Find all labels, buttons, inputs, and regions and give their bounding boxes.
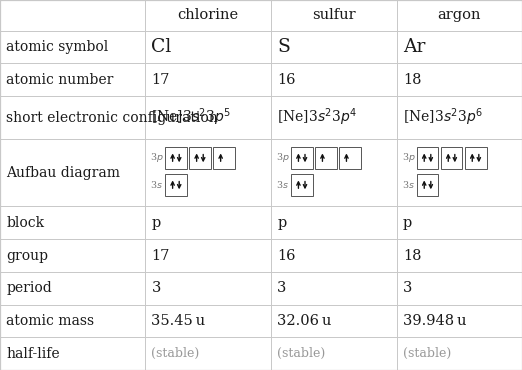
Text: chlorine: chlorine bbox=[177, 9, 239, 22]
Text: 18: 18 bbox=[403, 73, 421, 87]
Text: argon: argon bbox=[437, 9, 481, 22]
Text: 3: 3 bbox=[277, 281, 287, 295]
Text: half-life: half-life bbox=[6, 347, 60, 361]
Text: (stable): (stable) bbox=[403, 347, 451, 360]
Text: Cl: Cl bbox=[151, 38, 172, 56]
Text: sulfur: sulfur bbox=[312, 9, 355, 22]
Bar bbox=[189, 147, 211, 169]
Bar bbox=[441, 147, 462, 169]
Text: 17: 17 bbox=[151, 73, 170, 87]
Text: group: group bbox=[6, 249, 48, 263]
Text: Aufbau diagram: Aufbau diagram bbox=[6, 166, 120, 180]
Text: 3$p$: 3$p$ bbox=[402, 151, 416, 164]
Text: 3: 3 bbox=[151, 281, 161, 295]
Text: 3$p$: 3$p$ bbox=[276, 151, 290, 164]
Text: atomic symbol: atomic symbol bbox=[6, 40, 109, 54]
Bar bbox=[165, 147, 187, 169]
Text: 3$s$: 3$s$ bbox=[402, 179, 415, 191]
Text: [Ne]3$s^2$3$p^4$: [Ne]3$s^2$3$p^4$ bbox=[277, 107, 358, 128]
Text: atomic mass: atomic mass bbox=[6, 314, 94, 328]
Text: S: S bbox=[277, 38, 290, 56]
Text: 17: 17 bbox=[151, 249, 170, 263]
Text: atomic number: atomic number bbox=[6, 73, 114, 87]
Text: 3$s$: 3$s$ bbox=[276, 179, 289, 191]
Bar bbox=[315, 147, 337, 169]
Text: 35.45 u: 35.45 u bbox=[151, 314, 206, 328]
Text: Ar: Ar bbox=[403, 38, 425, 56]
Text: short electronic configuration: short electronic configuration bbox=[6, 111, 218, 125]
Text: [Ne]3$s^2$3$p^5$: [Ne]3$s^2$3$p^5$ bbox=[151, 107, 232, 128]
Text: 3: 3 bbox=[403, 281, 412, 295]
Bar bbox=[291, 147, 313, 169]
Bar bbox=[339, 147, 361, 169]
Bar bbox=[213, 147, 235, 169]
Bar bbox=[291, 174, 313, 196]
Text: (stable): (stable) bbox=[151, 347, 199, 360]
Text: 16: 16 bbox=[277, 73, 295, 87]
Text: p: p bbox=[403, 216, 412, 230]
Text: 16: 16 bbox=[277, 249, 295, 263]
Bar bbox=[417, 147, 438, 169]
Bar bbox=[465, 147, 487, 169]
Text: p: p bbox=[151, 216, 161, 230]
Bar bbox=[165, 174, 187, 196]
Text: 3$p$: 3$p$ bbox=[150, 151, 164, 164]
Text: block: block bbox=[6, 216, 44, 230]
Text: period: period bbox=[6, 281, 52, 295]
Bar bbox=[417, 174, 438, 196]
Text: p: p bbox=[277, 216, 287, 230]
Text: 39.948 u: 39.948 u bbox=[403, 314, 467, 328]
Text: [Ne]3$s^2$3$p^6$: [Ne]3$s^2$3$p^6$ bbox=[403, 107, 483, 128]
Text: 3$s$: 3$s$ bbox=[150, 179, 163, 191]
Text: (stable): (stable) bbox=[277, 347, 325, 360]
Text: 32.06 u: 32.06 u bbox=[277, 314, 331, 328]
Text: 18: 18 bbox=[403, 249, 421, 263]
